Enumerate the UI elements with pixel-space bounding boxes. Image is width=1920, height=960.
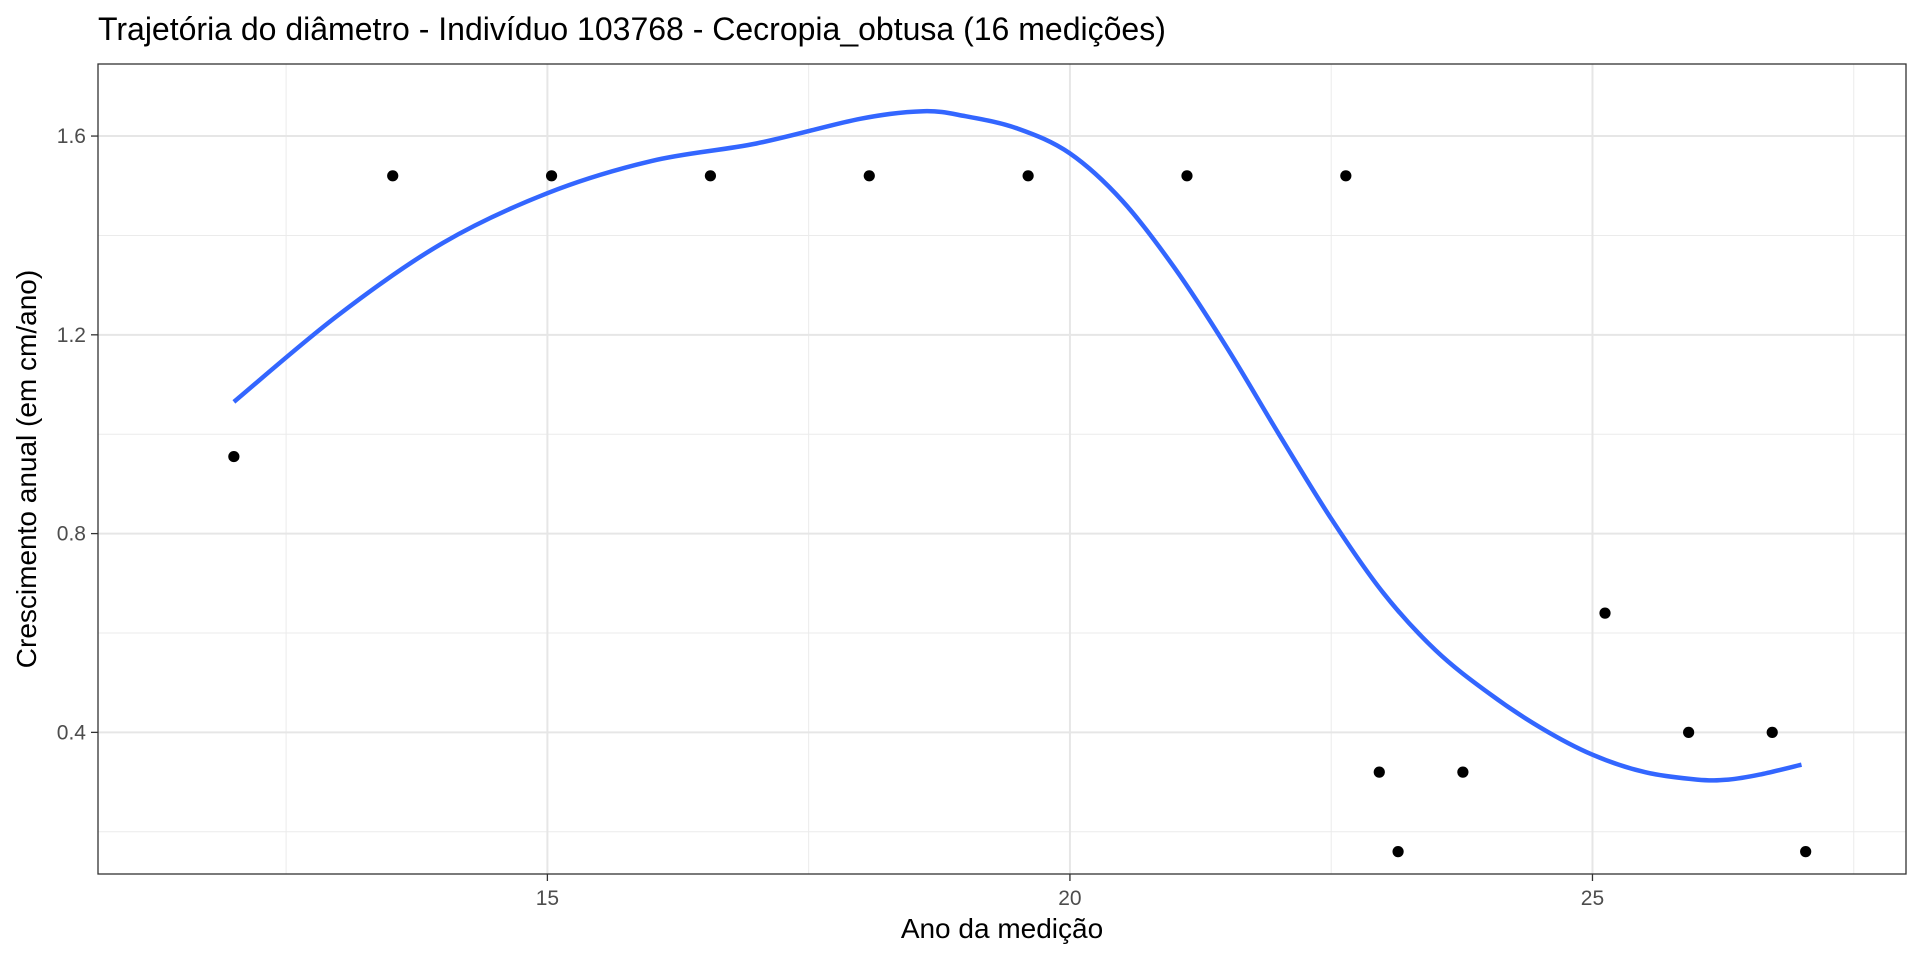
data-point (1340, 170, 1352, 182)
data-point (228, 450, 240, 463)
y-tick-label: 1.6 (57, 125, 86, 148)
smooth-trend-line (232, 108, 1803, 783)
x-axis-title: Ano da medição (901, 913, 1103, 944)
y-tick-label: 0.8 (57, 523, 86, 546)
y-axis: 0.4 0.8 1.2 1.6 (57, 125, 98, 744)
data-point (1800, 846, 1812, 858)
x-tick-label: 20 (1058, 887, 1081, 910)
y-tick-label: 1.2 (57, 324, 86, 347)
plot-panel-border (97, 63, 1907, 875)
data-point (1683, 726, 1695, 738)
data-point (387, 170, 399, 182)
x-axis: 15 20 25 (536, 874, 1604, 910)
plot-background (98, 64, 1906, 874)
data-point (863, 170, 875, 182)
data-point (1392, 846, 1404, 858)
data-point (545, 170, 558, 182)
x-tick-label: 25 (1581, 887, 1604, 910)
data-point (1022, 170, 1034, 182)
y-tick-label: 0.4 (57, 721, 87, 744)
data-point (704, 170, 717, 182)
points-layer (228, 170, 1812, 858)
y-axis-title: Crescimento anual (em cm/ano) (11, 270, 42, 668)
minor-gridlines (98, 64, 1906, 874)
x-tick-label: 15 (536, 887, 559, 910)
data-point (1599, 607, 1611, 619)
chart-title: Trajetória do diâmetro - Indivíduo 10376… (98, 11, 1166, 47)
major-gridlines (98, 64, 1906, 874)
smooth-layer (232, 108, 1803, 783)
data-point (1373, 766, 1385, 778)
data-point (1457, 766, 1469, 778)
data-point (1181, 170, 1193, 182)
data-point (1766, 726, 1778, 738)
